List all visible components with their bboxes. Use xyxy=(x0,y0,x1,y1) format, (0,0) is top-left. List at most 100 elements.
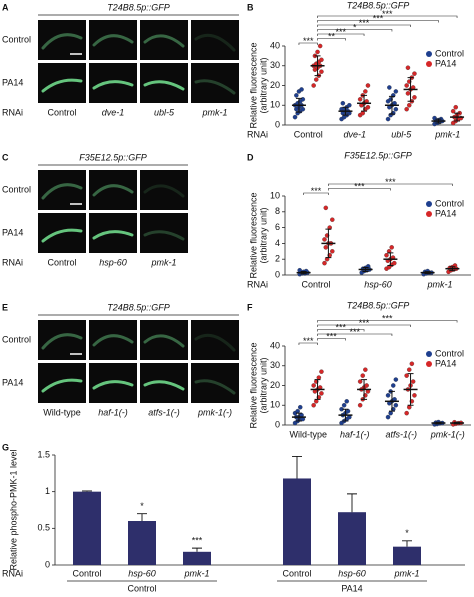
worm xyxy=(194,79,236,95)
chart-title: T24B8.5p::GFP xyxy=(347,0,410,10)
worm xyxy=(41,78,83,93)
significance-label: *** xyxy=(192,536,203,546)
y-axis-label: (arbitrary unit) xyxy=(258,207,268,263)
significance-bracket xyxy=(317,15,458,18)
dot xyxy=(406,367,412,372)
significance-label: *** xyxy=(359,18,370,28)
micrograph xyxy=(89,320,137,360)
worm xyxy=(92,184,134,197)
worm xyxy=(143,184,185,198)
y-tick-label: 30 xyxy=(270,360,280,370)
worm xyxy=(92,334,134,347)
y-tick-label: 20 xyxy=(270,80,280,90)
legend-label: Control xyxy=(435,48,464,58)
sd-bar xyxy=(314,379,321,400)
y-tick-label: 1 xyxy=(45,486,50,496)
significance-bracket xyxy=(317,29,393,32)
x-tick-label: Control xyxy=(72,568,101,578)
micrograph xyxy=(38,63,86,103)
legend-swatch xyxy=(426,61,432,67)
y-tick-label: 10 xyxy=(270,100,280,110)
dot xyxy=(311,83,316,88)
significance-label: *** xyxy=(385,177,396,187)
dot xyxy=(317,43,323,49)
dot xyxy=(327,225,332,230)
micrograph xyxy=(140,20,188,60)
column-label: pmk-1 xyxy=(201,107,227,117)
x-axis-label: RNAi xyxy=(2,568,23,578)
dot xyxy=(364,383,369,388)
x-tick-label: hsp-60 xyxy=(364,279,392,289)
y-axis-label: (arbitrary unit) xyxy=(258,357,268,413)
bar xyxy=(283,478,311,565)
significance-label: ** xyxy=(328,31,336,41)
row-label: PA14 xyxy=(2,227,23,237)
dot xyxy=(357,379,363,384)
micrograph xyxy=(191,320,239,360)
significance-label: * xyxy=(140,501,144,511)
worm xyxy=(41,378,83,393)
dot xyxy=(319,69,324,74)
y-tick-label: 20 xyxy=(270,380,280,390)
dot xyxy=(323,205,329,211)
legend-swatch xyxy=(426,51,432,57)
worm xyxy=(143,334,185,348)
sd-bar xyxy=(314,55,321,77)
dot xyxy=(330,249,335,254)
bar xyxy=(338,512,366,565)
worm xyxy=(92,230,134,240)
dot xyxy=(404,106,409,112)
sd-bar xyxy=(325,228,332,259)
dot xyxy=(294,93,299,98)
worm xyxy=(92,80,134,90)
worm xyxy=(41,228,83,243)
row-label: PA14 xyxy=(2,377,23,387)
dot xyxy=(406,103,412,108)
x-tick-label: Control xyxy=(301,279,330,289)
significance-bracket xyxy=(328,188,391,191)
y-tick-label: 10 xyxy=(270,190,280,200)
significance-label: *** xyxy=(354,181,365,191)
dot xyxy=(313,399,319,404)
y-axis-label: (arbitrary unit) xyxy=(258,57,268,113)
dot xyxy=(347,103,352,108)
dot xyxy=(390,383,396,388)
dot xyxy=(319,369,324,374)
sd-bar xyxy=(295,412,302,422)
x-axis-label: RNAi xyxy=(247,129,268,139)
sd-bar xyxy=(407,77,414,102)
dot xyxy=(345,408,351,414)
y-tick-label: 2 xyxy=(275,254,280,264)
micrograph xyxy=(38,213,86,253)
sd-bar xyxy=(388,390,395,412)
dot xyxy=(357,97,363,102)
chart-title: F35E12.5p::GFP xyxy=(344,150,412,160)
dot xyxy=(340,101,346,106)
x-axis-label: RNAi xyxy=(2,107,23,117)
significance-bracket xyxy=(317,338,346,341)
dot xyxy=(405,65,411,70)
y-tick-label: 6 xyxy=(275,222,280,232)
dot xyxy=(363,89,368,94)
legend-swatch xyxy=(426,351,432,357)
dot xyxy=(313,77,319,82)
row-label: Control xyxy=(2,34,31,44)
bar xyxy=(73,491,101,565)
micrograph xyxy=(140,170,188,210)
panel-title: T24B8.5p::GFP xyxy=(107,302,170,312)
sd-bar xyxy=(424,271,431,275)
worm xyxy=(143,80,185,91)
dot xyxy=(393,377,399,382)
micrograph xyxy=(38,363,86,403)
dot xyxy=(357,402,363,408)
sd-bar xyxy=(388,95,395,115)
dot xyxy=(405,91,411,96)
dot xyxy=(311,383,316,388)
dot xyxy=(295,408,300,414)
significance-bracket xyxy=(317,324,411,327)
significance-label: * xyxy=(353,22,357,32)
x-tick-label: pmk-1 xyxy=(183,568,209,578)
dot xyxy=(292,114,298,120)
y-axis-label: Relative fluorescence xyxy=(248,342,258,428)
x-tick-label: hsp-60 xyxy=(128,568,156,578)
